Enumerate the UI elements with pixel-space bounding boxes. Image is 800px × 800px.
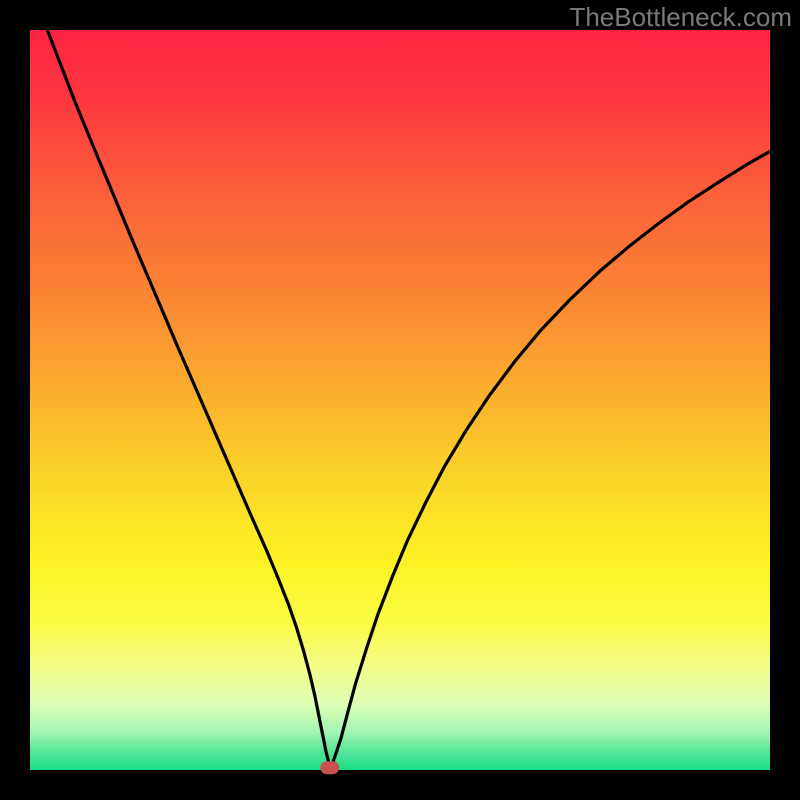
optimal-point-marker [321, 762, 339, 774]
watermark-text: TheBottleneck.com [569, 2, 792, 33]
bottleneck-chart [0, 0, 800, 800]
gradient-background [30, 30, 770, 770]
